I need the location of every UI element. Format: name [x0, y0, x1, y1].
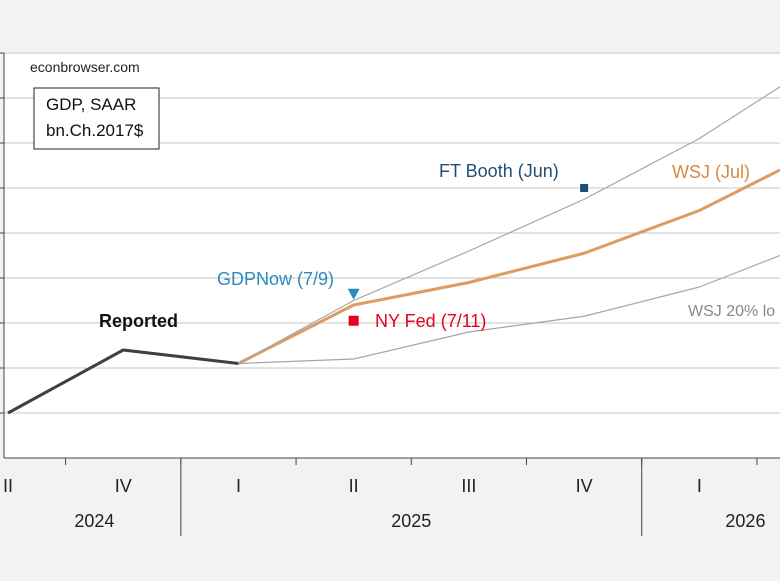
forecast-markers [347, 184, 589, 326]
annotation-label: WSJ 20% lo [688, 303, 775, 320]
marker-point [348, 315, 359, 326]
annotation-label: NY Fed (7/11) [375, 311, 486, 331]
year-label: 2026 [725, 511, 765, 531]
x-tick-label: II [3, 476, 13, 496]
series-line [238, 254, 780, 365]
x-tick-label: I [236, 476, 241, 496]
units-box [33, 87, 160, 150]
axes [0, 52, 780, 536]
x-tick-label: II [349, 476, 359, 496]
annotation-label: Reported [99, 311, 178, 331]
series-line [238, 86, 780, 365]
marker-point [347, 288, 360, 300]
annotation-label: FT Booth (Jun) [439, 161, 559, 181]
x-tick-label: IV [576, 476, 593, 496]
series-line [7, 348, 239, 415]
watermark: econbrowser.com [30, 59, 140, 75]
marker-point [580, 184, 589, 192]
year-label: 2024 [74, 511, 114, 531]
series-line [237, 168, 780, 365]
annotation-label: GDPNow (7/9) [217, 269, 334, 289]
year-label: 2025 [391, 511, 431, 531]
x-tick-label: IV [115, 476, 132, 496]
units-box-line: bn.Ch.2017$ [46, 121, 144, 140]
units-box-line: GDP, SAAR [46, 95, 136, 114]
x-tick-label: I [697, 476, 702, 496]
series-lines [7, 86, 780, 415]
x-tick-label: III [461, 476, 476, 496]
annotation-label: WSJ (Jul) [672, 162, 750, 182]
